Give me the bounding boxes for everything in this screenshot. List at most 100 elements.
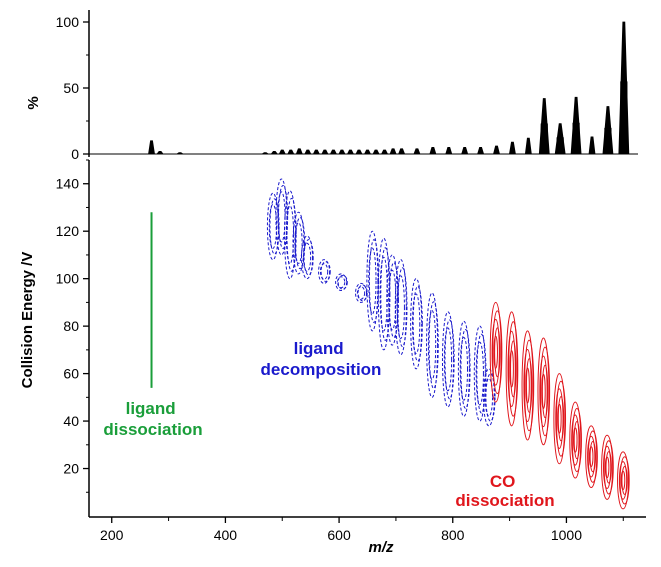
contour-ring [588,446,594,468]
contour-island [441,311,455,408]
contour-island [394,259,408,356]
x-tick-label: 600 [327,527,351,543]
contour-ring [585,425,598,489]
contour-ring [295,216,306,270]
x-tick-label: 800 [441,527,465,543]
contour-island [266,192,280,261]
contour-island [553,373,567,465]
contour-ring [410,278,423,370]
contour-ring [443,327,453,392]
contour-ring [457,320,470,417]
contour-ring [441,311,454,408]
contour-ring [571,408,582,473]
spectrum-peaks [89,21,638,155]
spectrum-peak [524,137,532,155]
spectrum-peak [346,149,355,155]
contour-ring [459,337,469,401]
bottom-y-tick-label: 140 [56,176,80,192]
contour-ring [492,310,503,395]
bottom-y-axis-label: Collision Energy /V [19,252,36,389]
contour-ring [493,335,498,369]
contour-ring [587,430,598,483]
contour-island [301,235,314,280]
contour-ring [427,310,437,381]
contour-ring [510,340,517,398]
bottom-y-tick-label: 40 [63,413,79,429]
spectrum-peak [304,149,312,155]
contour-ring [301,235,314,280]
spectrum-peak [270,150,279,155]
spectrum-peak [389,148,397,155]
spectrum-peak [312,149,320,155]
contour-ring [508,321,519,417]
contour-island [275,178,289,256]
contour-ring [489,301,502,403]
x-ticks: 200 400 600 800 1000 [100,517,624,543]
spectrum-peak [372,149,380,155]
contour-island [473,325,487,422]
contour-island [585,425,598,489]
contour-ring [573,427,578,453]
annotation-line: ligand [126,399,176,418]
contour-ring [460,328,471,409]
spectrum-peak [148,140,155,155]
top-y-tick-label: 50 [63,80,79,96]
contour-ring [476,333,487,414]
contour-ring [539,346,551,437]
contour-ring [388,269,397,331]
contour-ring [553,373,566,465]
contour-ring [604,456,610,479]
contour-island [457,320,471,417]
contour-ring [355,282,368,303]
x-tick-label: 400 [214,527,238,543]
contour-ring [379,256,388,332]
contour-ring [541,373,546,409]
annotation-co-dissociation: CO dissociation [455,472,554,510]
contour-ring [394,259,407,356]
contour-ring [555,388,564,449]
contour-ring [621,465,628,495]
contour-ring [428,301,439,389]
contour-ring [573,420,581,460]
spectrum-peak [338,149,346,155]
contour-ring [525,358,533,413]
x-axis-label: m/z [368,539,394,556]
bottom-y-tick-label: 100 [56,271,80,287]
contour-island [489,301,503,403]
x-tick-label: 1000 [551,527,582,543]
contour-ring [523,348,532,422]
bottom-y-tick-label: 20 [63,461,79,477]
spectrum-peak [321,149,329,155]
spectrum-peak [156,150,164,155]
contour-ring [337,274,348,290]
contour-island [505,311,519,427]
contour-ring [319,263,329,280]
annotation-line: ligand [294,339,344,358]
top-y-axis-label: % [25,96,42,109]
contour-ring [509,350,514,388]
contour-ring [589,441,597,473]
contour-ring [320,261,331,282]
contour-ring [268,204,278,249]
top-spectrum-panel: 0 50 100 % [25,10,638,162]
contour-ring [539,355,548,428]
contour-ring [619,456,630,505]
contour-ring [292,211,305,275]
top-y-tick-label: 0 [71,146,79,162]
spectrum-peak [445,147,453,155]
contour-ring [557,396,565,442]
contour-ring [475,341,484,406]
contour-ring [366,230,379,332]
contour-ring [555,380,567,457]
spectrum-peak [398,148,406,155]
contour-ring [525,367,530,404]
contour-ring [491,318,500,386]
contour-island [482,368,496,427]
spectrum-peak [588,136,596,155]
annotation-line: decomposition [261,360,382,379]
contour-ring [482,368,495,427]
contour-island [426,292,439,398]
contour-ring [397,267,408,348]
spectrum-peak [295,148,303,155]
